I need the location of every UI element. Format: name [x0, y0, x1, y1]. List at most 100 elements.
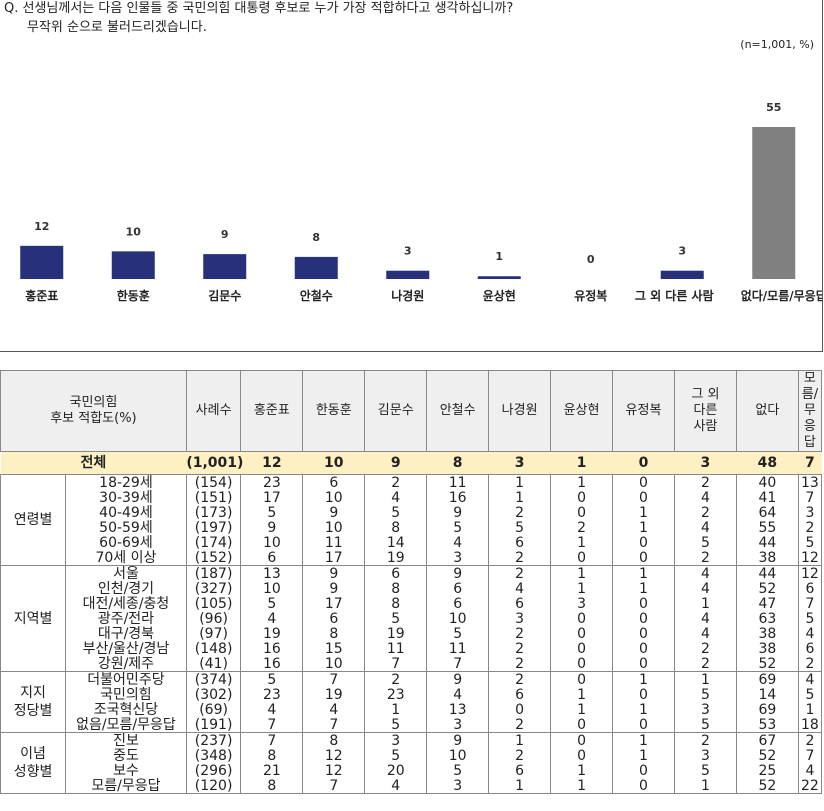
category-label-4: 나경원 — [391, 288, 424, 303]
cell-value: 1 — [550, 565, 614, 581]
category-label-8: 없다/모름/무응답 — [741, 288, 822, 303]
value-label-1: 10 — [126, 225, 142, 238]
cell-value: 0 — [612, 626, 675, 641]
row-count: (105) — [186, 596, 242, 611]
cell-value: 7 — [302, 717, 366, 733]
cell-value: 1 — [612, 732, 675, 748]
cell-value: 6 — [488, 535, 552, 550]
category-label-1: 한동훈 — [117, 288, 150, 303]
category-label-2: 김문수 — [208, 288, 241, 303]
cell-value: 5 — [426, 626, 490, 641]
cell-value: 55 — [736, 520, 799, 535]
cell-value: 5 — [488, 520, 552, 535]
total-label: 전체 — [0, 451, 187, 475]
cell-value: 8 — [302, 732, 366, 748]
row-count: (154) — [186, 474, 242, 490]
table-row: 지역별 서울 (187) 13 9 6 9 2 1 1 4 44 12 — [0, 565, 823, 672]
cell-value: 0 — [612, 763, 675, 778]
cell-value: 4 — [302, 702, 366, 717]
cell-value: 16 — [240, 641, 304, 656]
cell-value: 4 — [364, 778, 428, 794]
cell-value: 4 — [674, 565, 737, 581]
row-label: 광주/전라 — [65, 611, 187, 626]
cell-value: 2 — [488, 550, 552, 566]
cell-value: 5 — [798, 687, 823, 702]
table-row: 광주/전라 (96) 4 6 5 10 3 0 0 4 63 5 — [1, 611, 823, 626]
cell-value: 5 — [364, 611, 428, 626]
cell-value: 2 — [550, 520, 614, 535]
cell-value: 6 — [302, 611, 366, 626]
table-row: 모름/무응답 (120) 8 7 4 3 1 1 0 1 52 22 — [1, 778, 823, 794]
cell-value: 19 — [302, 687, 366, 702]
cell-value: 4 — [488, 581, 552, 596]
cell-value: 6 — [426, 596, 490, 611]
cell-value: 7 — [798, 748, 823, 763]
bar-3 — [294, 256, 338, 279]
cell-value: 47 — [736, 596, 799, 611]
cell-value: 13 — [426, 702, 490, 717]
question-text: Q. 선생님께서는 다음 인물들 중 국민의힘 대통령 후보로 누가 가장 적합… — [4, 1, 514, 16]
value-label-4: 3 — [404, 245, 412, 258]
cell-value: 16 — [240, 656, 304, 672]
row-label: 70세 이상 — [65, 550, 187, 566]
cell-value: 6 — [488, 596, 552, 611]
row-count: (69) — [186, 702, 242, 717]
row-count: (296) — [186, 763, 242, 778]
total-value: 3 — [674, 451, 737, 475]
cell-value: 6 — [798, 581, 823, 596]
row-label: 대구/경북 — [65, 626, 187, 641]
cell-value: 3 — [364, 732, 428, 748]
table-row: 대구/경북 (97) 19 8 19 5 2 0 0 4 38 4 — [1, 626, 823, 641]
cell-value: 20 — [364, 763, 428, 778]
header-col-4: 나경원 — [488, 370, 552, 452]
cell-value: 0 — [550, 626, 614, 641]
cell-value: 2 — [488, 626, 552, 641]
category-label-5: 윤상현 — [483, 288, 516, 303]
cell-value: 4 — [798, 626, 823, 641]
cell-value: 40 — [736, 474, 799, 490]
group-label: 연령별 — [0, 474, 67, 566]
table-row: 이념 성향별 진보 (237) 7 8 3 9 1 0 1 2 67 2 — [0, 732, 823, 794]
row-count: (374) — [186, 671, 242, 687]
cell-value: 5 — [674, 535, 737, 550]
row-count: (173) — [186, 505, 242, 520]
cell-value: 1 — [550, 474, 614, 490]
table-row: 지지 정당별 더불어민주당 (374) 5 7 2 9 2 0 1 1 69 4 — [0, 671, 823, 733]
cell-value: 4 — [240, 702, 304, 717]
cell-value: 3 — [488, 611, 552, 626]
cell-value: 5 — [240, 596, 304, 611]
cell-value: 23 — [240, 687, 304, 702]
cell-value: 8 — [364, 581, 428, 596]
row-count: (97) — [186, 626, 242, 641]
cell-value: 2 — [674, 656, 737, 672]
row-count: (152) — [186, 550, 242, 566]
cell-value: 23 — [364, 687, 428, 702]
cell-value: 0 — [488, 702, 552, 717]
cell-value: 2 — [488, 641, 552, 656]
cell-value: 0 — [612, 641, 675, 656]
total-value: 1 — [550, 451, 613, 475]
cell-value: 9 — [426, 671, 490, 687]
cell-value: 7 — [302, 778, 366, 794]
row-count: (174) — [186, 535, 242, 550]
total-value: 10 — [302, 451, 365, 475]
header-col-5: 윤상현 — [550, 370, 614, 452]
table-row: 조국혁신당 (69) 4 4 1 13 0 1 1 3 69 1 — [1, 702, 823, 717]
cell-value: 10 — [302, 520, 366, 535]
cell-value: 25 — [736, 763, 799, 778]
cell-value: 1 — [550, 535, 614, 550]
cell-value: 3 — [674, 748, 737, 763]
cell-value: 23 — [240, 474, 304, 490]
table-row: 70세 이상 (152) 6 17 19 3 2 0 0 2 38 12 — [1, 550, 823, 566]
row-count: (327) — [186, 581, 242, 596]
cell-value: 7 — [426, 656, 490, 672]
cell-value: 1 — [488, 778, 552, 794]
bar-7 — [660, 270, 704, 279]
cell-value: 1 — [612, 565, 675, 581]
cell-value: 1 — [798, 702, 823, 717]
cell-value: 9 — [426, 732, 490, 748]
cell-value: 1 — [612, 671, 675, 687]
cell-value: 2 — [488, 748, 552, 763]
cell-value: 0 — [612, 687, 675, 702]
cell-value: 0 — [612, 550, 675, 566]
